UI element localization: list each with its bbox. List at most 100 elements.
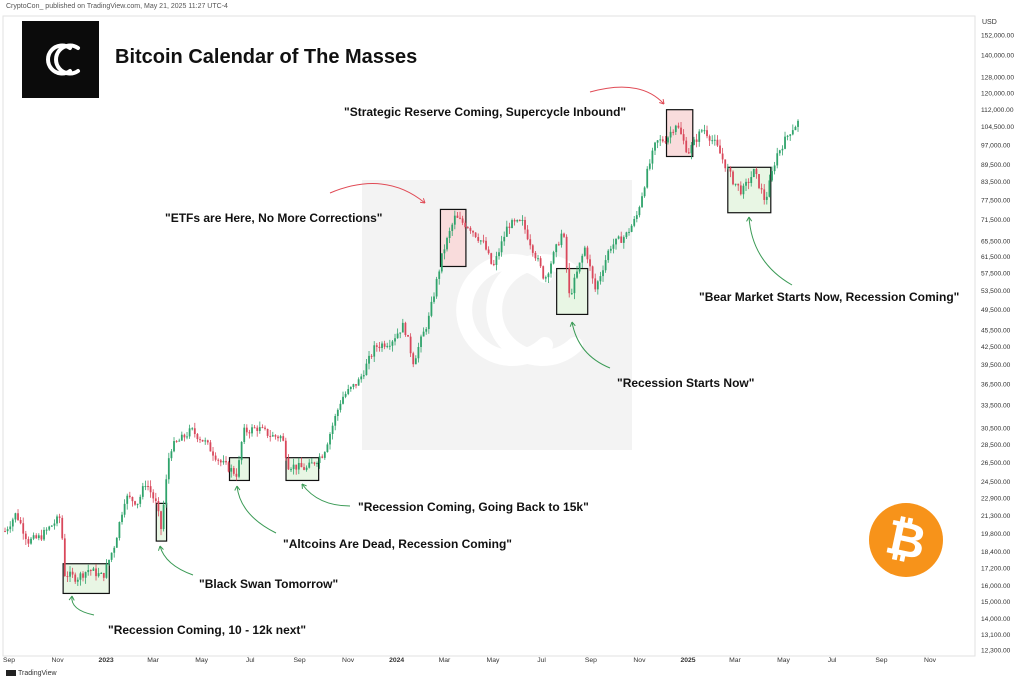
candle-body (66, 576, 69, 578)
x-tick-label: Mar (729, 657, 741, 664)
candle-body (279, 436, 282, 439)
candle-body (407, 335, 409, 337)
candle-body (459, 217, 461, 219)
candle-body (292, 464, 295, 470)
candle-body (573, 277, 576, 294)
y-tick-label: 128,000.00 (981, 75, 1014, 82)
candle-body (30, 538, 32, 544)
candle-body (690, 144, 693, 154)
currency-label: USD (982, 19, 997, 26)
candle-body (100, 572, 103, 574)
candle-body (102, 572, 105, 578)
candle-body (32, 535, 35, 539)
candle-body (628, 231, 630, 233)
candle-body (589, 259, 591, 267)
candle-body (178, 440, 181, 442)
candle-body (586, 247, 589, 260)
candle-body (638, 207, 641, 216)
candle-body (721, 153, 724, 160)
candle-body (251, 427, 253, 434)
candle-body (336, 409, 339, 417)
candle-body (401, 322, 404, 333)
x-tick-label: Nov (633, 657, 646, 664)
candle-body (53, 523, 56, 526)
candle-body (321, 456, 324, 458)
candle-body (726, 167, 729, 169)
candle-body (680, 127, 682, 135)
y-tick-label: 18,400.00 (981, 549, 1011, 556)
arrow-a3 (236, 485, 277, 534)
y-tick-label: 36,500.00 (981, 381, 1011, 388)
candle-body (121, 514, 123, 523)
candle-body (11, 519, 14, 527)
candle-body (542, 266, 545, 279)
candle-body (50, 525, 53, 527)
candle-body (76, 579, 79, 582)
candle-body (477, 237, 480, 241)
candle-body (295, 464, 298, 470)
candle-body (147, 486, 149, 488)
candle-body (500, 241, 503, 253)
candle-body (635, 215, 638, 219)
candle-body (659, 139, 662, 141)
candle-body (617, 236, 620, 239)
candle-body (399, 332, 402, 334)
candle-body (378, 346, 381, 349)
candle-body (4, 531, 6, 533)
candle-body (180, 434, 183, 441)
cryptocon-logo-icon (46, 43, 80, 76)
y-tick-label: 33,500.00 (981, 402, 1011, 409)
candle-body (326, 444, 329, 453)
y-tick-label: 97,000.00 (981, 142, 1011, 149)
candle-body (277, 436, 279, 439)
candle-body (136, 503, 139, 505)
candle-body (747, 181, 750, 183)
y-tick-label: 13,100.00 (981, 632, 1011, 639)
x-tick-label: Sep (875, 657, 887, 664)
candle-body (461, 218, 464, 223)
candle-body (687, 152, 690, 154)
chart-title: Bitcoin Calendar of The Masses (115, 46, 418, 68)
candle-body (373, 345, 376, 357)
candle-body (550, 263, 552, 274)
candle-body (578, 262, 581, 272)
candle-body (58, 516, 61, 518)
candle-body (394, 338, 396, 342)
candle-body (695, 139, 698, 142)
candle-body (154, 498, 157, 502)
candle-body (768, 180, 771, 197)
y-tick-label: 22,900.00 (981, 495, 1011, 502)
x-tick-label: Nov (342, 657, 355, 664)
candle-body (37, 535, 40, 539)
annotation-a7: "Strategic Reserve Coming, Supercycle In… (344, 105, 627, 119)
candle-body (35, 535, 38, 539)
candle-body (612, 244, 615, 249)
candle-body (664, 141, 667, 143)
candle-body (524, 219, 526, 230)
candle-body (752, 168, 755, 178)
candle-body (318, 456, 321, 464)
candle-body (776, 153, 779, 166)
candle-body (256, 427, 259, 431)
candle-body (206, 440, 209, 443)
candle-body (531, 245, 534, 253)
candle-body (201, 439, 204, 442)
candle-body (235, 473, 238, 477)
candle-body (123, 503, 126, 515)
candle-body (760, 188, 763, 190)
candle-body (651, 150, 654, 164)
candle-body (139, 496, 142, 504)
candle-body (734, 183, 737, 185)
candle-body (555, 244, 558, 253)
candle-body (170, 451, 173, 459)
candle-body (716, 139, 719, 146)
candle-body (633, 218, 636, 226)
candle-body (339, 403, 342, 410)
candle-body (591, 266, 594, 279)
annotation-a1: "Recession Coming, 10 - 12k next" (108, 623, 307, 637)
candle-body (518, 219, 521, 221)
x-tick-label: Sep (585, 657, 597, 664)
y-tick-label: 16,000.00 (981, 583, 1011, 590)
candle-body (448, 230, 451, 239)
candle-body (643, 187, 646, 197)
